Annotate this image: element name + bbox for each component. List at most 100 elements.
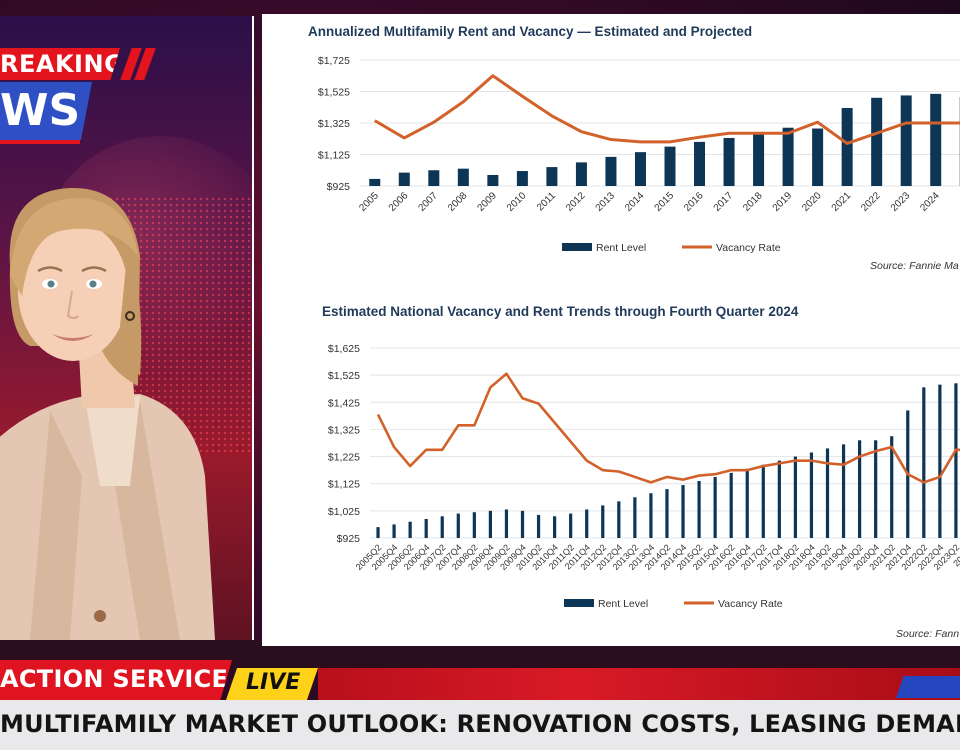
y-tick-label: $1,525	[328, 370, 360, 382]
y-tick-label: $1,725	[318, 55, 350, 67]
rent-bar	[793, 456, 797, 538]
rent-bar	[809, 452, 814, 538]
rent-bar	[938, 384, 942, 538]
rent-bar	[428, 170, 440, 186]
rent-bar	[424, 519, 428, 538]
chart1-source: Source: Fannie Ma	[870, 260, 959, 272]
rent-bar	[825, 448, 830, 538]
rent-bar	[504, 509, 509, 538]
rent-bar	[841, 108, 853, 186]
rent-bar	[369, 178, 381, 186]
x-tick-label: 2018	[741, 190, 765, 214]
y-tick-label: $1,225	[328, 452, 360, 464]
y-tick-label: $1,625	[328, 343, 360, 355]
y-tick-label: $1,325	[328, 424, 360, 436]
rent-bar	[900, 95, 912, 186]
x-tick-label: 2008	[446, 190, 470, 214]
x-tick-label: 2006	[387, 190, 411, 214]
x-tick-label: 2016	[682, 190, 706, 214]
legend-vacancy-label: Vacancy Rate	[716, 242, 781, 254]
rent-bar	[874, 440, 878, 538]
rent-bar	[633, 497, 637, 538]
x-tick-label: 2012	[564, 190, 588, 214]
x-tick-label: 2024	[918, 190, 942, 214]
rent-bar	[890, 436, 894, 538]
legend-vacancy-label: Vacancy Rate	[718, 598, 783, 610]
rent-bar	[922, 387, 926, 538]
rent-bar	[858, 440, 862, 538]
rent-bar	[456, 513, 460, 538]
rent-bar	[605, 156, 617, 186]
legend-rent-swatch	[562, 243, 592, 251]
x-tick-label: 2014	[623, 190, 647, 214]
rent-bar	[664, 146, 676, 186]
rent-bar	[729, 472, 733, 538]
rent-bar	[777, 460, 781, 538]
x-tick-label: 2022	[859, 190, 883, 214]
news-ticker: MULTIFAMILY MARKET OUTLOOK: RENOVATION C…	[0, 700, 960, 750]
vacancy-line	[376, 372, 960, 484]
rent-bar	[398, 172, 410, 186]
rent-bar	[697, 481, 701, 538]
rent-bar	[812, 128, 824, 186]
x-tick-label: 2023	[889, 190, 913, 214]
rent-bar	[723, 137, 735, 186]
rent-bar	[681, 485, 685, 538]
y-tick-label: $925	[337, 533, 361, 545]
rent-bar	[546, 167, 558, 186]
x-tick-label: 2010	[505, 190, 529, 214]
x-tick-label: 2009	[475, 190, 499, 214]
rent-bar	[472, 512, 476, 538]
chart1-annual-rent-vacancy: $1,725 $1,525 $1,325 $1,125 $925 2005 2006 2007…	[318, 55, 960, 254]
rent-bar	[553, 516, 557, 538]
rent-bar	[782, 127, 794, 186]
rent-bar	[753, 133, 765, 186]
legend-rent-label: Rent Level	[596, 242, 646, 254]
rent-bar	[665, 489, 669, 538]
rent-bar	[575, 162, 587, 186]
x-tick-label: 2011	[535, 190, 558, 213]
live-label: LIVE	[246, 670, 301, 695]
y-tick-label: $1,325	[318, 118, 350, 130]
chart1-title: Annualized Multifamily Rent and Vacancy …	[308, 24, 753, 39]
chart2-source: Source: Fann	[896, 628, 960, 640]
rent-bar	[488, 510, 492, 538]
x-tick-label: 2017	[712, 190, 736, 214]
news-anchor-figure	[0, 187, 215, 640]
x-tick-label: 2005	[357, 190, 381, 214]
y-tick-label: $1,125	[318, 150, 350, 162]
rent-bar	[761, 464, 765, 538]
rent-bar	[376, 527, 380, 538]
news-label: WS	[0, 82, 92, 140]
x-tick-label: 2021	[830, 190, 854, 214]
legend-rent-label: Rent Level	[598, 598, 648, 610]
rent-bar	[694, 141, 706, 186]
rent-bar	[457, 168, 469, 186]
rent-bar	[745, 468, 749, 538]
news-underline	[0, 140, 80, 144]
legend-rent-swatch	[564, 599, 594, 607]
y-tick-label: $1,125	[328, 479, 360, 491]
rent-bar	[392, 524, 396, 538]
presenter-video: REAKING WS	[0, 16, 254, 640]
lower-third-bar	[318, 668, 960, 700]
vacancy-line	[374, 74, 960, 145]
breaking-label: REAKING	[0, 48, 125, 80]
rent-bar	[536, 514, 541, 538]
y-tick-label: $925	[327, 181, 351, 193]
rent-bar	[516, 171, 528, 186]
rent-bar	[634, 152, 646, 186]
x-tick-label: 2013	[594, 190, 618, 214]
rent-bar	[841, 444, 846, 538]
chart2-title: Estimated National Vacancy and Rent Tren…	[322, 304, 799, 319]
x-tick-label: 2015	[653, 190, 677, 214]
chart2-quarterly-rent-vacancy: $1,625 $1,525 $1,425 $1,325 $1,225 $1,125 $1,0…	[328, 343, 960, 610]
rent-bar	[569, 513, 573, 538]
rent-bar	[487, 174, 499, 186]
x-tick-label: 2020	[800, 190, 824, 214]
x-tick-label: 2007	[416, 190, 440, 214]
y-tick-label: $1,425	[328, 397, 360, 409]
rent-bar	[713, 476, 717, 538]
y-tick-label: $1,025	[328, 506, 360, 518]
rent-bar	[440, 516, 444, 538]
